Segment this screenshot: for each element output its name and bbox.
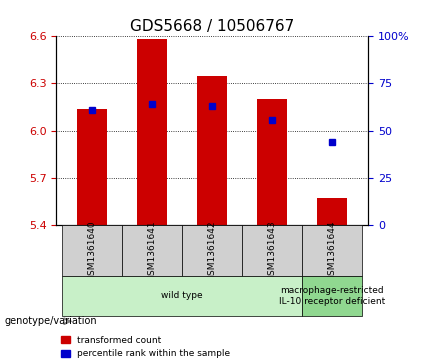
- FancyBboxPatch shape: [302, 276, 362, 316]
- Bar: [137, 40, 167, 225]
- FancyBboxPatch shape: [182, 225, 242, 276]
- Bar: [317, 198, 347, 225]
- Text: GSM1361643: GSM1361643: [268, 220, 277, 281]
- Title: GDS5668 / 10506767: GDS5668 / 10506767: [130, 19, 294, 34]
- FancyBboxPatch shape: [122, 225, 182, 276]
- Legend: transformed count, percentile rank within the sample: transformed count, percentile rank withi…: [61, 336, 230, 359]
- Text: GSM1361644: GSM1361644: [328, 220, 336, 281]
- FancyBboxPatch shape: [62, 276, 302, 316]
- FancyBboxPatch shape: [242, 225, 302, 276]
- Bar: [77, 109, 107, 225]
- Text: GSM1361640: GSM1361640: [88, 220, 97, 281]
- Bar: [197, 76, 227, 225]
- Text: wild type: wild type: [162, 291, 203, 300]
- Text: GSM1361641: GSM1361641: [148, 220, 157, 281]
- Text: macrophage-restricted
IL-10 receptor deficient: macrophage-restricted IL-10 receptor def…: [279, 286, 385, 306]
- FancyBboxPatch shape: [302, 225, 362, 276]
- FancyBboxPatch shape: [62, 225, 122, 276]
- Text: GSM1361642: GSM1361642: [208, 220, 216, 281]
- Bar: [257, 99, 287, 225]
- Text: genotype/variation: genotype/variation: [4, 316, 97, 326]
